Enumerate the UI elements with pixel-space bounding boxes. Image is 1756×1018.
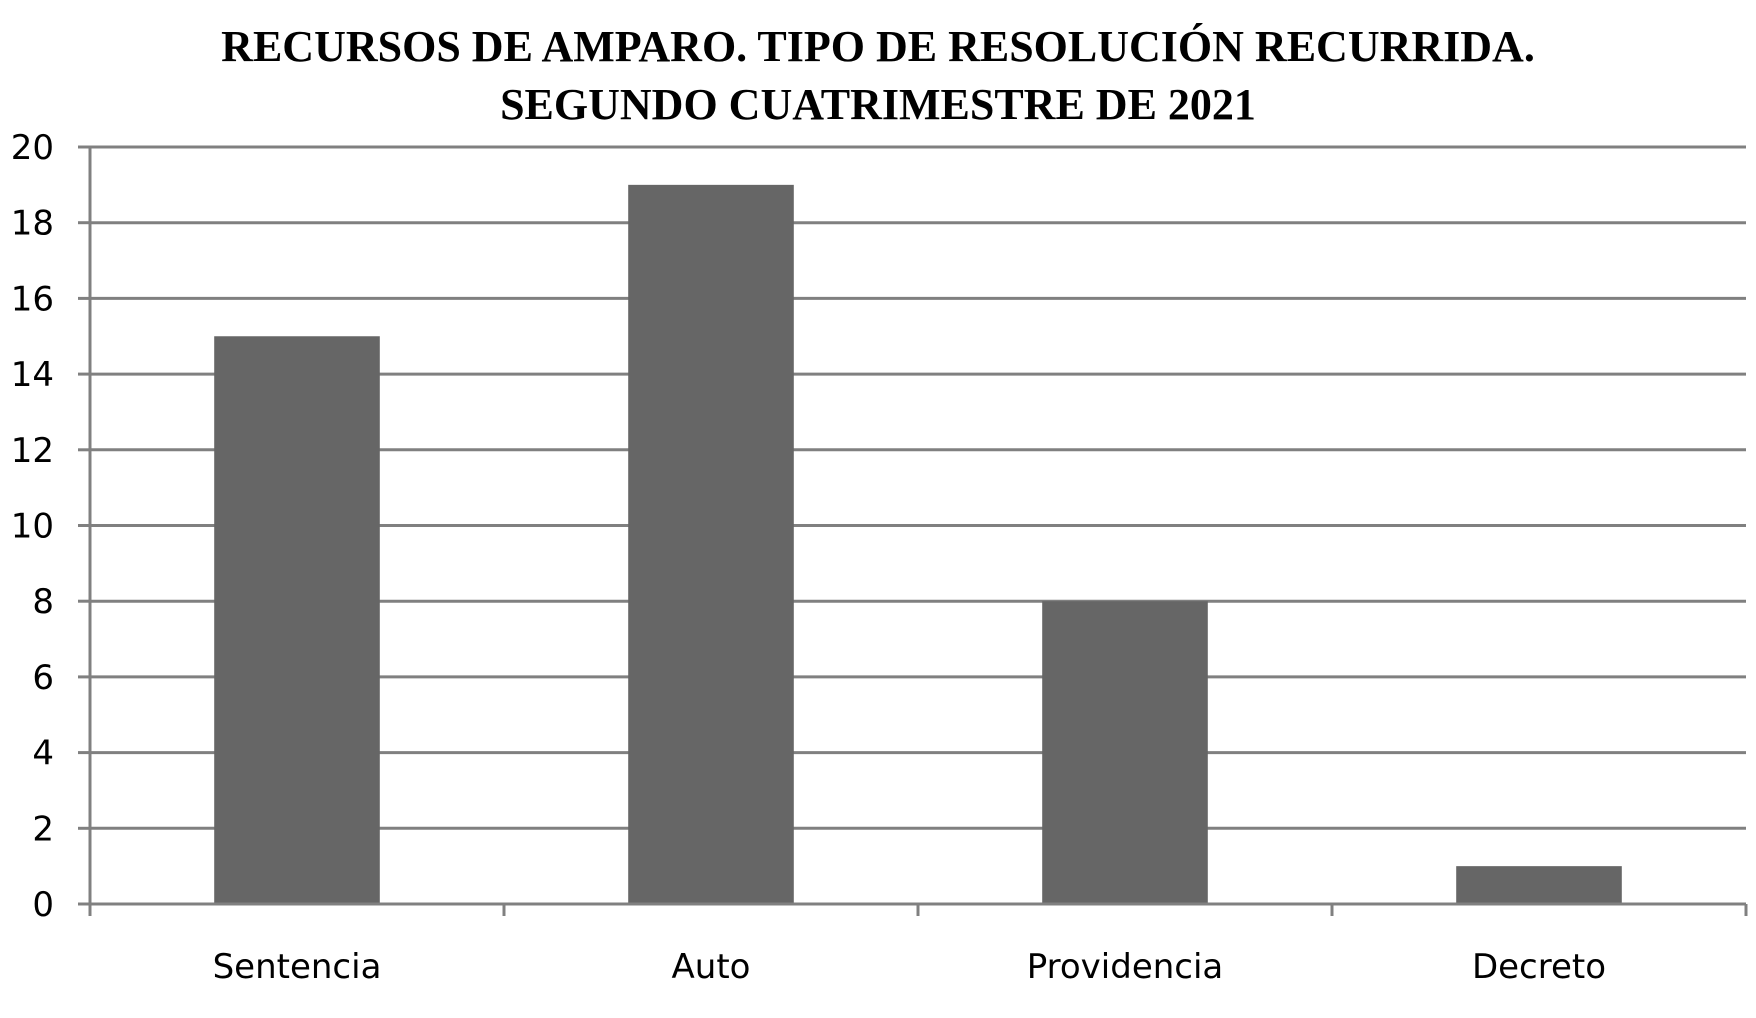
y-tick-label-10: 10 — [11, 507, 54, 547]
bar-decreto — [1456, 866, 1622, 904]
bar-sentencia — [214, 336, 380, 904]
y-tick-label-12: 12 — [11, 431, 54, 471]
chart-title: RECURSOS DE AMPARO. TIPO DE RESOLUCIÓN R… — [0, 18, 1756, 134]
axes — [78, 145, 1748, 916]
x-label-decreto: Decreto — [1472, 947, 1606, 987]
bars — [214, 184, 1622, 905]
y-tick-label-0: 0 — [32, 885, 54, 925]
x-category-labels: Sentencia Auto Providencia Decreto — [213, 947, 1606, 987]
y-tick-labels: 0 2 4 6 8 10 12 14 16 18 20 — [11, 128, 54, 925]
x-label-auto: Auto — [672, 947, 751, 987]
y-tick-label-8: 8 — [32, 582, 54, 622]
y-tick-label-4: 4 — [32, 734, 54, 774]
bar-providencia — [1042, 601, 1208, 904]
y-tick-label-20: 20 — [11, 128, 54, 168]
y-tick-label-18: 18 — [11, 204, 54, 244]
x-label-sentencia: Sentencia — [213, 947, 382, 987]
y-tick-label-2: 2 — [32, 809, 54, 849]
x-label-providencia: Providencia — [1027, 947, 1224, 987]
y-tick-label-14: 14 — [11, 355, 54, 395]
y-tick-label-16: 16 — [11, 279, 54, 319]
chart-title-line-2: SEGUNDO CUATRIMESTRE DE 2021 — [500, 80, 1256, 129]
bar-auto — [628, 184, 794, 905]
y-tick-label-6: 6 — [32, 658, 54, 698]
chart-title-line-1: RECURSOS DE AMPARO. TIPO DE RESOLUCIÓN R… — [221, 22, 1535, 71]
